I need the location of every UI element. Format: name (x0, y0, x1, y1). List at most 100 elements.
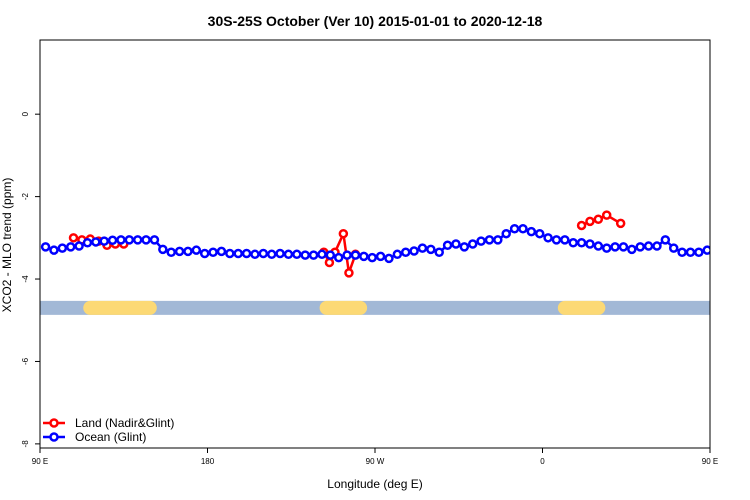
data-point (292, 249, 302, 260)
data-point (208, 247, 218, 257)
data-point (610, 242, 620, 252)
data-point (99, 236, 109, 246)
data-point (68, 233, 79, 243)
data-point (384, 253, 394, 264)
data-point (333, 252, 344, 263)
legend: Land (Nadir&Glint)Ocean (Glint) (43, 416, 174, 444)
data-point (668, 243, 679, 253)
data-point (225, 248, 235, 259)
x-axis: 90 E 180 90 W 0 90 E (32, 448, 718, 466)
y-tick-label: -6 (21, 357, 30, 365)
data-point (82, 238, 93, 248)
data-point (467, 239, 478, 249)
data-point (660, 235, 671, 245)
data-point (501, 228, 511, 239)
legend-item: Ocean (Glint) (43, 430, 146, 444)
data-point (49, 245, 59, 255)
data-point (149, 235, 160, 245)
data-point (615, 218, 626, 229)
data-point (324, 257, 335, 268)
y-axis: 0 -2 -4 -6 -8 (21, 111, 40, 447)
data-point (652, 241, 662, 251)
data-point (426, 244, 436, 255)
plot-frame (39, 39, 711, 449)
data-point (275, 248, 285, 259)
data-point (191, 245, 202, 255)
data-point (116, 235, 126, 245)
data-point (417, 243, 428, 253)
data-point (258, 248, 269, 259)
y-axis-label: XCO2 - MLO trend (ppm) (0, 178, 14, 313)
data-point (627, 244, 637, 255)
data-point (400, 247, 411, 257)
data-point (593, 214, 604, 225)
data-point (338, 228, 349, 239)
data-point (740, 234, 747, 241)
data-point (342, 250, 352, 260)
data-point (593, 241, 604, 251)
data-point (560, 235, 570, 245)
data-point (40, 242, 51, 252)
data-point (685, 247, 696, 257)
data-point (183, 246, 193, 257)
data-point (57, 243, 68, 253)
data-point (325, 250, 336, 260)
data-point (409, 246, 419, 256)
data-point (91, 237, 101, 247)
y-tick-label: 0 (21, 111, 30, 116)
data-point (493, 235, 503, 245)
data-point (266, 249, 277, 260)
data-point (459, 242, 470, 252)
plot-area (40, 210, 747, 315)
legend-label: Ocean (Glint) (75, 430, 146, 444)
data-point (216, 246, 227, 257)
x-axis-label: Longitude (deg E) (327, 477, 422, 491)
data-point (585, 239, 595, 249)
data-point (601, 210, 612, 220)
data-point (702, 245, 710, 255)
data-point (132, 235, 143, 245)
y-tick-label: -2 (21, 193, 30, 201)
data-point (451, 239, 461, 249)
data-point (484, 235, 495, 245)
data-point (518, 224, 528, 234)
data-point (174, 246, 185, 257)
data-point (74, 241, 84, 251)
data-point (124, 235, 135, 245)
data-point (350, 250, 361, 260)
data-point (308, 250, 319, 260)
data-point (283, 249, 294, 260)
data-point (534, 228, 545, 239)
x-tick-label: 90 W (366, 457, 385, 466)
data-point (694, 247, 704, 257)
data-point (585, 216, 595, 227)
data-point (241, 248, 252, 259)
x-tick-label: 0 (540, 457, 545, 466)
data-point (601, 243, 612, 253)
data-point (543, 233, 553, 243)
y-tick-label: -4 (21, 275, 30, 283)
data-point (643, 241, 654, 251)
data-point (375, 251, 386, 262)
legend-item: Land (Nadir&Glint) (43, 416, 174, 430)
data-point (317, 249, 327, 260)
x-tick-label: 90 E (702, 457, 718, 466)
x-tick-label: 180 (201, 457, 215, 466)
data-point (509, 224, 520, 234)
legend-label: Land (Nadir&Glint) (75, 416, 174, 430)
data-point (551, 235, 562, 245)
data-point (434, 247, 444, 257)
chart-title: 30S-25S October (Ver 10) 2015-01-01 to 2… (208, 13, 543, 29)
data-point (442, 240, 453, 250)
data-point (166, 247, 176, 257)
data-point (359, 251, 369, 262)
series-layer (40, 210, 747, 278)
data-point (300, 250, 310, 260)
data-point (476, 236, 486, 246)
legend-swatch-marker (49, 418, 59, 428)
data-point (233, 248, 243, 259)
x-tick-label: 90 E (32, 457, 48, 466)
data-point (576, 220, 587, 231)
data-point (107, 235, 118, 246)
y-tick-label: -8 (21, 440, 30, 448)
